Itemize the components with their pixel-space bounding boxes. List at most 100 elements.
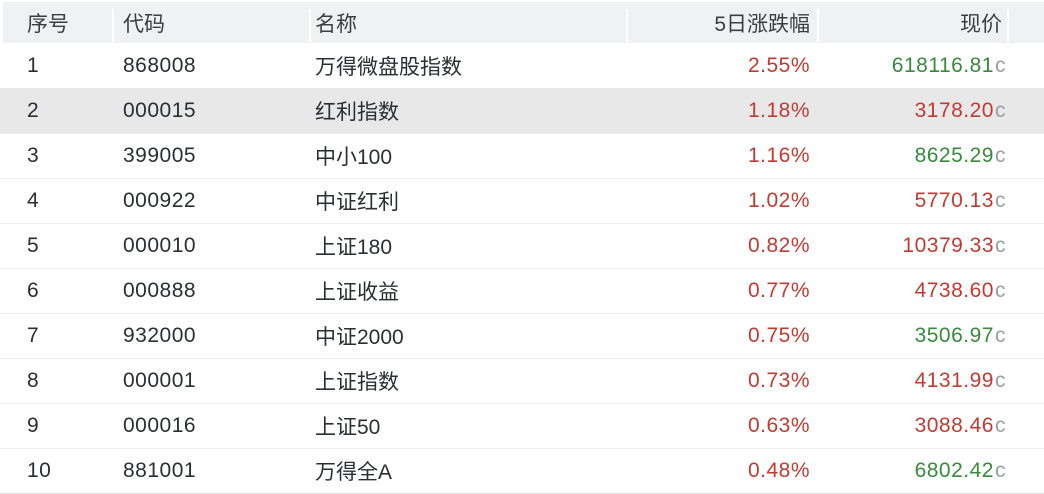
header-left-cap [0, 2, 3, 43]
index-name: 中小100 [315, 146, 393, 169]
column-header-name[interactable]: 名称 [315, 12, 357, 36]
change-percent-text: 1.16% [747, 144, 810, 167]
column-divider [1007, 9, 1009, 42]
change-percent-text: 0.82% [747, 234, 810, 257]
index-name: 上证收益 [315, 281, 399, 304]
table-row[interactable]: 8 000001 上证指数 0.73% 4131.99c [0, 358, 1044, 403]
price-unit-suffix: c [995, 189, 1006, 212]
change-5day-value: 0.77% [627, 279, 818, 303]
change-5day-value: 0.48% [627, 459, 818, 483]
column-header-last-price[interactable]: 现价 [960, 12, 1002, 36]
table-row[interactable]: 1 868008 万得微盘股指数 2.55% 618116.81c [0, 43, 1044, 88]
change-5day-value: 0.73% [627, 369, 818, 393]
stock-code: 399005 [123, 144, 197, 167]
change-5day-value: 0.82% [627, 234, 818, 258]
last-price-value: 5770.13c [818, 189, 1010, 213]
price-unit-suffix: c [995, 324, 1006, 347]
price-text: 3088.46 [914, 414, 994, 437]
column-divider [309, 9, 311, 42]
stock-code: 000001 [123, 369, 197, 392]
table-row[interactable]: 4 000922 中证红利 1.02% 5770.13c [0, 178, 1044, 223]
table-row[interactable]: 6 000888 上证收益 0.77% 4738.60c [0, 268, 1044, 313]
row-seq: 6 [27, 279, 40, 302]
change-5day-value: 2.55% [627, 54, 818, 78]
change-percent-text: 0.48% [747, 459, 810, 482]
row-seq: 10 [27, 459, 52, 482]
price-unit-suffix: c [995, 99, 1006, 122]
change-percent-text: 2.55% [747, 53, 810, 77]
table-row[interactable]: 3 399005 中小100 1.16% 8625.29c [0, 133, 1044, 178]
change-percent-text: 1.18% [747, 99, 810, 122]
stock-code: 000888 [123, 279, 197, 302]
row-seq: 1 [27, 53, 40, 77]
stock-code: 000922 [123, 189, 197, 212]
price-text: 3506.97 [914, 324, 994, 347]
change-5day-value: 1.18% [627, 99, 818, 123]
column-header-code[interactable]: 代码 [123, 12, 165, 36]
price-text: 6802.42 [914, 459, 994, 482]
row-seq: 4 [27, 189, 40, 212]
change-5day-value: 1.02% [627, 189, 818, 213]
index-name: 中证2000 [315, 326, 404, 349]
last-price-value: 4738.60c [818, 279, 1010, 303]
row-seq: 9 [27, 414, 40, 437]
change-percent-text: 0.75% [747, 324, 810, 347]
last-price-value: 6802.42c [818, 459, 1010, 483]
index-name: 红利指数 [315, 101, 399, 124]
column-divider [112, 9, 114, 42]
index-name: 上证指数 [315, 371, 399, 394]
last-price-value: 10379.33c [818, 234, 1010, 258]
index-name: 万得全A [315, 461, 393, 484]
last-price-value: 3178.20c [818, 99, 1010, 123]
table-body: 1 868008 万得微盘股指数 2.55% 618116.81c 2 000015 红利指数… [0, 43, 1044, 493]
row-seq: 2 [27, 99, 40, 122]
column-divider [817, 9, 819, 42]
price-text: 5770.13 [914, 189, 994, 212]
price-text: 10379.33 [902, 234, 994, 257]
index-name: 中证红利 [315, 191, 399, 214]
stock-code: 868008 [123, 53, 197, 77]
stock-code: 000015 [123, 99, 197, 122]
row-seq: 7 [27, 324, 40, 347]
row-seq: 5 [27, 234, 40, 257]
price-unit-suffix: c [995, 414, 1006, 437]
table-row[interactable]: 9 000016 上证50 0.63% 3088.46c [0, 403, 1044, 448]
table-row[interactable]: 2 000015 红利指数 1.18% 3178.20c [0, 88, 1044, 133]
price-unit-suffix: c [995, 53, 1006, 77]
column-header-seq[interactable]: 序号 [27, 12, 69, 36]
stock-code: 881001 [123, 459, 197, 482]
change-percent-text: 0.63% [747, 414, 810, 437]
price-text: 618116.81 [891, 53, 994, 77]
price-text: 3178.20 [914, 99, 994, 122]
price-text: 4738.60 [914, 279, 994, 302]
table-row[interactable]: 10 881001 万得全A 0.48% 6802.42c [0, 448, 1044, 493]
table-header-row: 序号 代码 名称 5日涨跌幅 现价 [0, 0, 1044, 43]
change-5day-value: 1.16% [627, 144, 818, 168]
price-text: 4131.99 [914, 369, 994, 392]
change-percent-text: 0.73% [747, 369, 810, 392]
table-row[interactable]: 7 932000 中证2000 0.75% 3506.97c [0, 313, 1044, 358]
change-percent-text: 0.77% [747, 279, 810, 302]
last-price-value: 8625.29c [818, 144, 1010, 168]
price-text: 8625.29 [914, 144, 994, 167]
change-5day-value: 0.63% [627, 414, 818, 438]
row-seq: 3 [27, 144, 40, 167]
index-name: 上证180 [315, 236, 393, 259]
last-price-value: 4131.99c [818, 369, 1010, 393]
column-header-5day-change[interactable]: 5日涨跌幅 [714, 12, 810, 36]
stock-code: 932000 [123, 324, 197, 347]
index-name: 万得微盘股指数 [315, 55, 462, 79]
table-row[interactable]: 5 000010 上证180 0.82% 10379.33c [0, 223, 1044, 268]
change-5day-value: 0.75% [627, 324, 818, 348]
row-seq: 8 [27, 369, 40, 392]
stock-code: 000016 [123, 414, 197, 437]
change-percent-text: 1.02% [747, 189, 810, 212]
stock-code: 000010 [123, 234, 197, 257]
last-price-value: 3506.97c [818, 324, 1010, 348]
price-unit-suffix: c [995, 459, 1006, 482]
price-unit-suffix: c [995, 144, 1006, 167]
last-price-value: 618116.81c [818, 54, 1010, 78]
column-divider [626, 9, 628, 42]
price-unit-suffix: c [995, 279, 1006, 302]
